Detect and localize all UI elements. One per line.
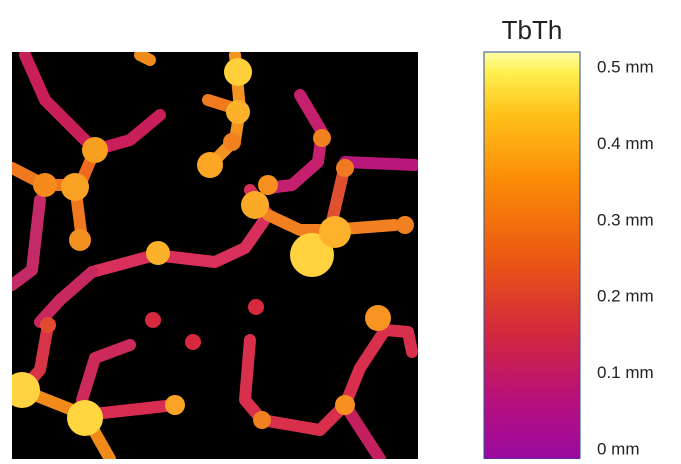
colorbar-ticks: 0.5 mm 0.4 mm 0.3 mm 0.2 mm 0.1 mm 0 mm xyxy=(597,57,654,458)
thickness-map xyxy=(4,52,418,459)
colorbar-tick-label: 0.2 mm xyxy=(597,287,654,306)
colorbar-tick-label: 0.5 mm xyxy=(597,57,654,76)
colorbar: TbTh 0.5 mm 0.4 mm 0.3 mm 0.2 mm 0.1 mm 0 mm xyxy=(484,15,654,459)
page: {"colorbar": {"title": "TbTh", "ticks": … xyxy=(0,0,681,459)
colorbar-tick-label: 0 mm xyxy=(597,439,640,458)
colorbar-gradient xyxy=(484,52,580,459)
colorbar-tick-label: 0.4 mm xyxy=(597,134,654,153)
colorbar-tick-label: 0.1 mm xyxy=(597,363,654,382)
colorbar-tick-label: 0.3 mm xyxy=(597,210,654,229)
colorbar-title: TbTh xyxy=(502,15,563,45)
figure: TbTh 0.5 mm 0.4 mm 0.3 mm 0.2 mm 0.1 mm 0 mm xyxy=(0,0,681,459)
